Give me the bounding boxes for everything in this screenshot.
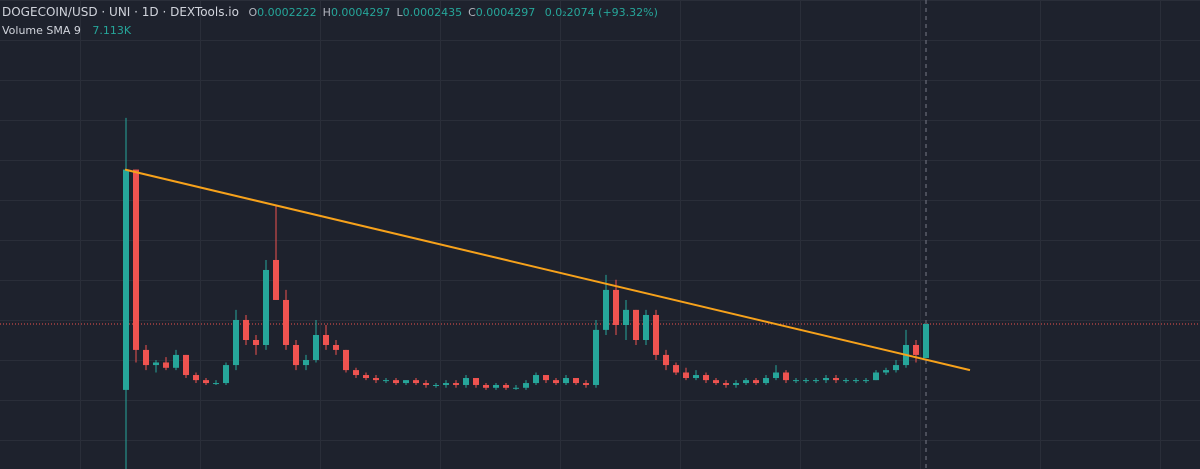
candle-body	[653, 314, 659, 355]
candle-body	[453, 383, 459, 385]
candle-body	[433, 384, 439, 386]
candle-body	[463, 378, 469, 385]
candle-body	[913, 344, 919, 355]
candle-body	[263, 269, 269, 345]
candle-body	[333, 344, 339, 350]
candle-body	[613, 289, 619, 325]
candle-body	[353, 370, 359, 376]
candle-body	[813, 380, 819, 382]
candle-body	[473, 378, 479, 385]
candle-body	[423, 383, 429, 385]
candle-body	[553, 380, 559, 384]
candle-body	[493, 384, 499, 388]
candle-body	[723, 383, 729, 385]
ohlc-value: 0.0002222	[257, 6, 317, 19]
ohlc-value: 0.0002435	[402, 6, 463, 19]
ohlc-key: H	[322, 6, 331, 19]
candle-body	[733, 383, 739, 385]
candle-body	[783, 372, 789, 381]
candle-body	[513, 387, 519, 389]
candle-body	[223, 365, 229, 384]
candle-body	[713, 380, 719, 384]
candle-body	[243, 319, 249, 340]
indicator-name: Volume SMA 9	[2, 24, 81, 37]
candle-body	[763, 378, 769, 384]
candle-body	[633, 309, 639, 340]
candle-body	[833, 378, 839, 381]
candle-body	[443, 383, 449, 385]
candle-body	[133, 169, 139, 350]
candle-body	[253, 339, 259, 345]
candle-body	[693, 375, 699, 379]
ohlc-key: L	[396, 6, 403, 19]
candle-body	[323, 334, 329, 345]
candle-body	[343, 349, 349, 371]
candle-body	[543, 375, 549, 381]
candle-body	[603, 289, 609, 330]
indicator-row: Volume SMA 9 7.113K	[2, 22, 658, 40]
candle-body	[313, 334, 319, 360]
candle-body	[793, 380, 799, 382]
candle-body	[823, 378, 829, 381]
candle-body	[273, 259, 279, 300]
candle-body	[663, 354, 669, 366]
candle-body	[213, 383, 219, 385]
candle-body	[203, 380, 209, 384]
symbol: DOGECOIN/USD · UNI · 1D · DEXTools.io	[2, 5, 239, 19]
candle-body	[383, 380, 389, 382]
candle-body	[393, 380, 399, 384]
candle-body	[593, 329, 599, 385]
candle-body	[123, 169, 129, 390]
candle-body	[153, 362, 159, 366]
candle-body	[623, 309, 629, 325]
candle-body	[163, 362, 169, 368]
candle-body	[743, 380, 749, 384]
legend: DOGECOIN/USD · UNI · 1D · DEXTools.io O0…	[2, 3, 658, 40]
candle-body	[843, 380, 849, 382]
candle-body	[363, 375, 369, 379]
candle-body	[503, 384, 509, 388]
candle-body	[893, 365, 899, 371]
candle-body	[683, 372, 689, 379]
candle-body	[803, 380, 809, 382]
candle-body	[873, 372, 879, 381]
ohlc-value: 0.0004297	[475, 6, 536, 19]
candle-body	[643, 314, 649, 340]
candle-body	[863, 380, 869, 382]
legend-row: DOGECOIN/USD · UNI · 1D · DEXTools.io O0…	[2, 3, 658, 22]
candle-body	[483, 384, 489, 388]
candle-body	[173, 354, 179, 368]
candle-body	[583, 383, 589, 385]
change: 0.0₂2074 (+93.32%)	[544, 6, 658, 19]
candle-body	[403, 380, 409, 384]
ohlc-key: C	[468, 6, 476, 19]
ohlc-key: O	[248, 6, 258, 19]
candle-body	[573, 378, 579, 384]
candle-body	[143, 349, 149, 366]
candle-body	[703, 375, 709, 381]
ohlc-values: O0.0002222 H0.0004297 L0.0002435 C0.0004297	[242, 6, 535, 19]
candle-body	[883, 370, 889, 373]
candle-body	[673, 365, 679, 373]
candle-body	[523, 383, 529, 388]
candle-body	[293, 344, 299, 366]
candle-body	[193, 375, 199, 381]
candle-body	[373, 378, 379, 381]
candle-body	[413, 380, 419, 384]
candle-body	[303, 359, 309, 366]
trendline	[124, 168, 971, 372]
indicator-value: 7.113K	[92, 24, 132, 37]
ohlc-value: 0.0004297	[330, 6, 391, 19]
candle-body	[773, 372, 779, 379]
candle-body	[533, 375, 539, 384]
candle-body	[853, 380, 859, 382]
candle-body	[563, 378, 569, 384]
candle-body	[923, 323, 929, 359]
candle-body	[283, 299, 289, 345]
candle-body	[183, 354, 189, 376]
candle-body	[753, 380, 759, 384]
candle-body	[233, 319, 239, 366]
